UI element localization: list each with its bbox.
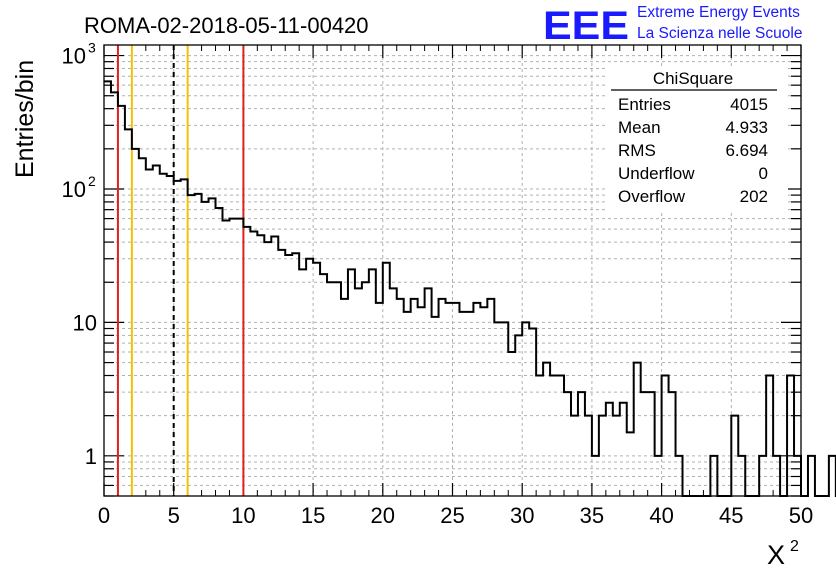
stats-box-title: ChiSquare (653, 69, 733, 88)
stats-value-entries: 4015 (730, 95, 768, 114)
logo: EEE Extreme Energy Events La Scienza nel… (543, 4, 802, 48)
y-tick-exponent: 2 (88, 173, 96, 189)
y-axis-label: Entries/bin (11, 60, 39, 178)
stats-label-entries: Entries (618, 95, 671, 114)
histogram-series (104, 80, 836, 497)
chart-title: ROMA-02-2018-05-11-00420 (84, 13, 369, 38)
x-tick-label: 30 (510, 503, 534, 528)
x-tick-label: 45 (719, 503, 743, 528)
x-tick-label: 5 (168, 503, 180, 528)
x-axis-label-exponent: 2 (790, 538, 799, 555)
stats-value-overflow: 202 (740, 187, 768, 206)
x-tick-label: 50 (789, 503, 813, 528)
x-tick-label: 40 (649, 503, 673, 528)
stats-label-overflow: Overflow (618, 187, 686, 206)
y-tick-exponent: 3 (88, 40, 96, 56)
x-tick-label: 0 (98, 503, 110, 528)
x-tick-label: 20 (371, 503, 395, 528)
stats-value-mean: 4.933 (725, 118, 768, 137)
logo-line-1: Extreme Energy Events (637, 4, 800, 21)
stats-box: ChiSquare Entries 4015 Mean 4.933 RMS 6.… (608, 66, 788, 212)
y-tick-label: 10 (62, 44, 86, 69)
y-tick-label: 10 (73, 310, 97, 335)
vertical-marker-lines (116, 45, 245, 496)
plot-frame (103, 44, 802, 497)
stats-label-underflow: Underflow (618, 164, 695, 183)
x-tick-label: 10 (231, 503, 255, 528)
y-tick-label: 1 (85, 444, 97, 469)
x-axis-label: X 2 (767, 538, 799, 570)
x-tick-labels: 0 5 10 15 20 25 30 35 40 45 50 (98, 503, 813, 528)
stats-label-rms: RMS (618, 141, 656, 160)
stats-label-mean: Mean (618, 118, 661, 137)
y-tick-label: 10 (62, 177, 86, 202)
x-axis-label-base: X (767, 540, 785, 570)
x-tick-label: 25 (440, 503, 464, 528)
x-tick-label: 35 (580, 503, 604, 528)
stats-value-rms: 6.694 (725, 141, 768, 160)
logo-line-2: La Scienza nelle Scuole (637, 25, 802, 42)
logo-mark: EEE (543, 4, 629, 48)
x-tick-label: 15 (301, 503, 325, 528)
stats-value-underflow: 0 (759, 164, 768, 183)
